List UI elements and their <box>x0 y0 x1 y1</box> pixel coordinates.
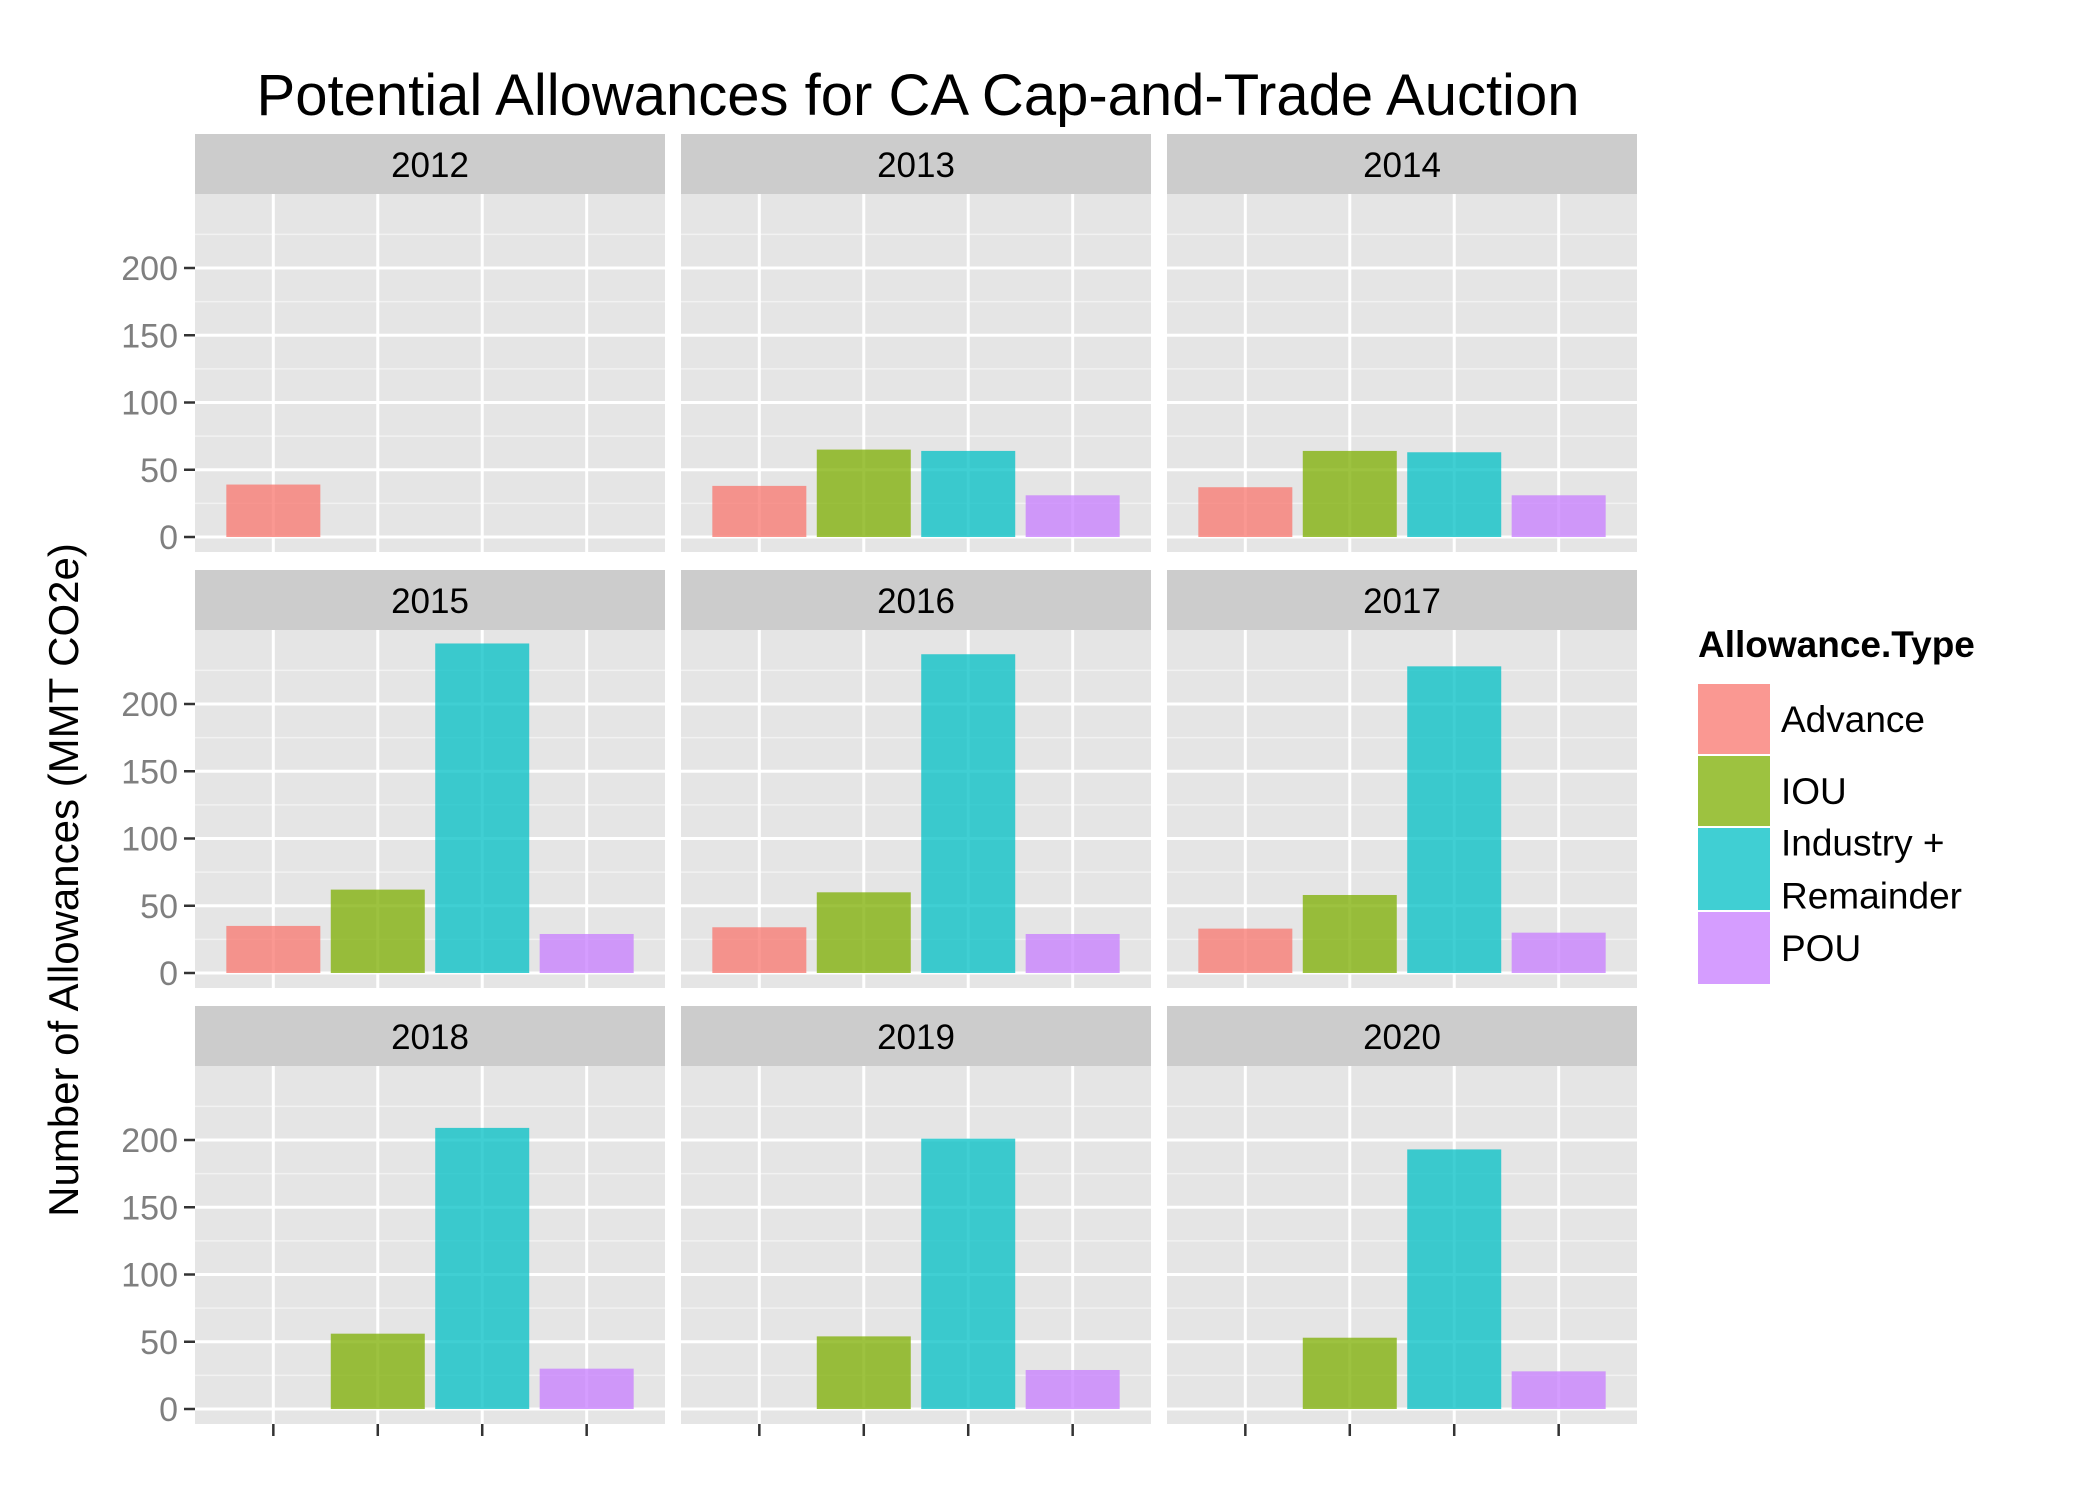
facet-label: 2013 <box>877 146 955 185</box>
bar-2020-industry-remainder <box>1407 1149 1502 1409</box>
bar-2014-pou <box>1511 495 1606 537</box>
bar-2017-pou <box>1511 932 1606 973</box>
bar-2015-pou <box>539 933 634 973</box>
bar-2020-iou <box>1302 1337 1397 1409</box>
y-tick-label: 50 <box>140 1324 178 1362</box>
y-tick-label: 150 <box>121 1189 178 1227</box>
y-tick-label: 150 <box>121 753 178 791</box>
y-tick-label: 50 <box>140 888 178 926</box>
bar-2012-advance <box>226 484 321 537</box>
legend-item-advance: Advance <box>1698 684 1925 754</box>
facet-label: 2020 <box>1363 1018 1441 1057</box>
legend-label: IOU <box>1781 771 1847 812</box>
facet-strip <box>195 134 665 194</box>
bar-2016-pou <box>1025 933 1120 973</box>
facet-strip <box>1167 1006 1637 1066</box>
legend-swatch <box>1698 756 1770 826</box>
facet-panel-2013: 2013 <box>681 134 1151 552</box>
bar-2014-advance <box>1198 487 1293 537</box>
bar-2019-iou <box>816 1336 911 1409</box>
facet-strip <box>681 134 1151 194</box>
legend-swatch <box>1698 828 1770 910</box>
legend-label: Industry + <box>1781 823 1945 864</box>
facet-strip <box>1167 134 1637 194</box>
bar-2017-industry-remainder <box>1407 666 1502 973</box>
legend-item-iou: IOU <box>1698 756 1847 826</box>
y-tick-label: 200 <box>121 686 178 724</box>
y-tick-label: 100 <box>121 821 178 859</box>
facet-strip <box>1167 570 1637 630</box>
facet-label: 2016 <box>877 582 955 621</box>
facet-label: 2017 <box>1363 582 1441 621</box>
facet-panel-2015: 2015 0 50 100 150 200 <box>121 570 665 993</box>
y-tick-label: 0 <box>159 955 178 993</box>
y-tick-label: 0 <box>159 1391 178 1429</box>
y-tick-label: 200 <box>121 1122 178 1160</box>
legend-label: POU <box>1781 928 1861 969</box>
bar-2018-industry-remainder <box>435 1127 530 1409</box>
legend: Allowance.Type Advance IOU Industry + Remai… <box>1698 624 1975 984</box>
bar-2018-pou <box>539 1368 634 1409</box>
facet-panel-2018: 2018 0 50 100 150 200 <box>121 1006 665 1436</box>
legend-swatch <box>1698 912 1770 984</box>
facet-strip <box>681 570 1151 630</box>
facet-label: 2012 <box>391 146 469 185</box>
facet-panel-2019: 2019 <box>681 1006 1151 1436</box>
legend-label: Remainder <box>1781 876 1962 917</box>
facet-panel-2020: 2020 <box>1167 1006 1637 1436</box>
facet-label: 2018 <box>391 1018 469 1057</box>
chart-title: Potential Allowances for CA Cap-and-Trad… <box>257 63 1580 128</box>
bar-2014-iou <box>1302 450 1397 537</box>
y-tick-label: 50 <box>140 452 178 490</box>
bar-2013-advance <box>712 485 807 537</box>
facet-panel-2016: 2016 <box>681 570 1151 988</box>
y-tick-label: 0 <box>159 519 178 557</box>
bar-2015-advance <box>226 925 321 973</box>
y-tick-label: 150 <box>121 317 178 355</box>
bar-2019-pou <box>1025 1369 1120 1409</box>
bar-2015-iou <box>330 889 425 973</box>
facet-panel-2014: 2014 <box>1167 134 1637 552</box>
bar-2016-advance <box>712 927 807 973</box>
facet-strip <box>681 1006 1151 1066</box>
legend-swatch <box>1698 684 1770 754</box>
y-tick-label: 200 <box>121 250 178 288</box>
bar-2016-iou <box>816 892 911 973</box>
bar-2020-pou <box>1511 1371 1606 1409</box>
bar-2016-industry-remainder <box>921 654 1016 973</box>
facet-panel-2017: 2017 <box>1167 570 1637 988</box>
facet-strip <box>195 1006 665 1066</box>
y-tick-label: 100 <box>121 385 178 423</box>
facet-strip <box>195 570 665 630</box>
bar-2014-industry-remainder <box>1407 452 1502 537</box>
legend-title: Allowance.Type <box>1698 624 1975 665</box>
facet-panel-2012: 2012 0 50 100 150 200 <box>121 134 665 557</box>
legend-item-pou: POU <box>1698 912 1861 984</box>
panel-background <box>1167 1066 1637 1424</box>
bar-2017-advance <box>1198 928 1293 973</box>
bar-2018-iou <box>330 1333 425 1409</box>
bar-2015-industry-remainder <box>435 643 530 973</box>
facet-label: 2014 <box>1363 146 1441 185</box>
facet-label: 2019 <box>877 1018 955 1057</box>
legend-item-industry-remainder: Industry + Remainder <box>1698 823 1962 917</box>
legend-label: Advance <box>1781 699 1925 740</box>
y-tick-label: 100 <box>121 1257 178 1295</box>
bar-2013-industry-remainder <box>921 450 1016 537</box>
bar-2019-industry-remainder <box>921 1138 1016 1409</box>
bar-2017-iou <box>1302 894 1397 973</box>
y-axis-label: Number of Allowances (MMT CO2e) <box>40 543 87 1217</box>
facet-label: 2015 <box>391 582 469 621</box>
bar-2013-pou <box>1025 495 1120 537</box>
facet-panels: 2012 0 50 100 150 200 2013 2014 2015 0 50 100 150 200… <box>121 134 1637 1436</box>
bar-2013-iou <box>816 449 911 537</box>
